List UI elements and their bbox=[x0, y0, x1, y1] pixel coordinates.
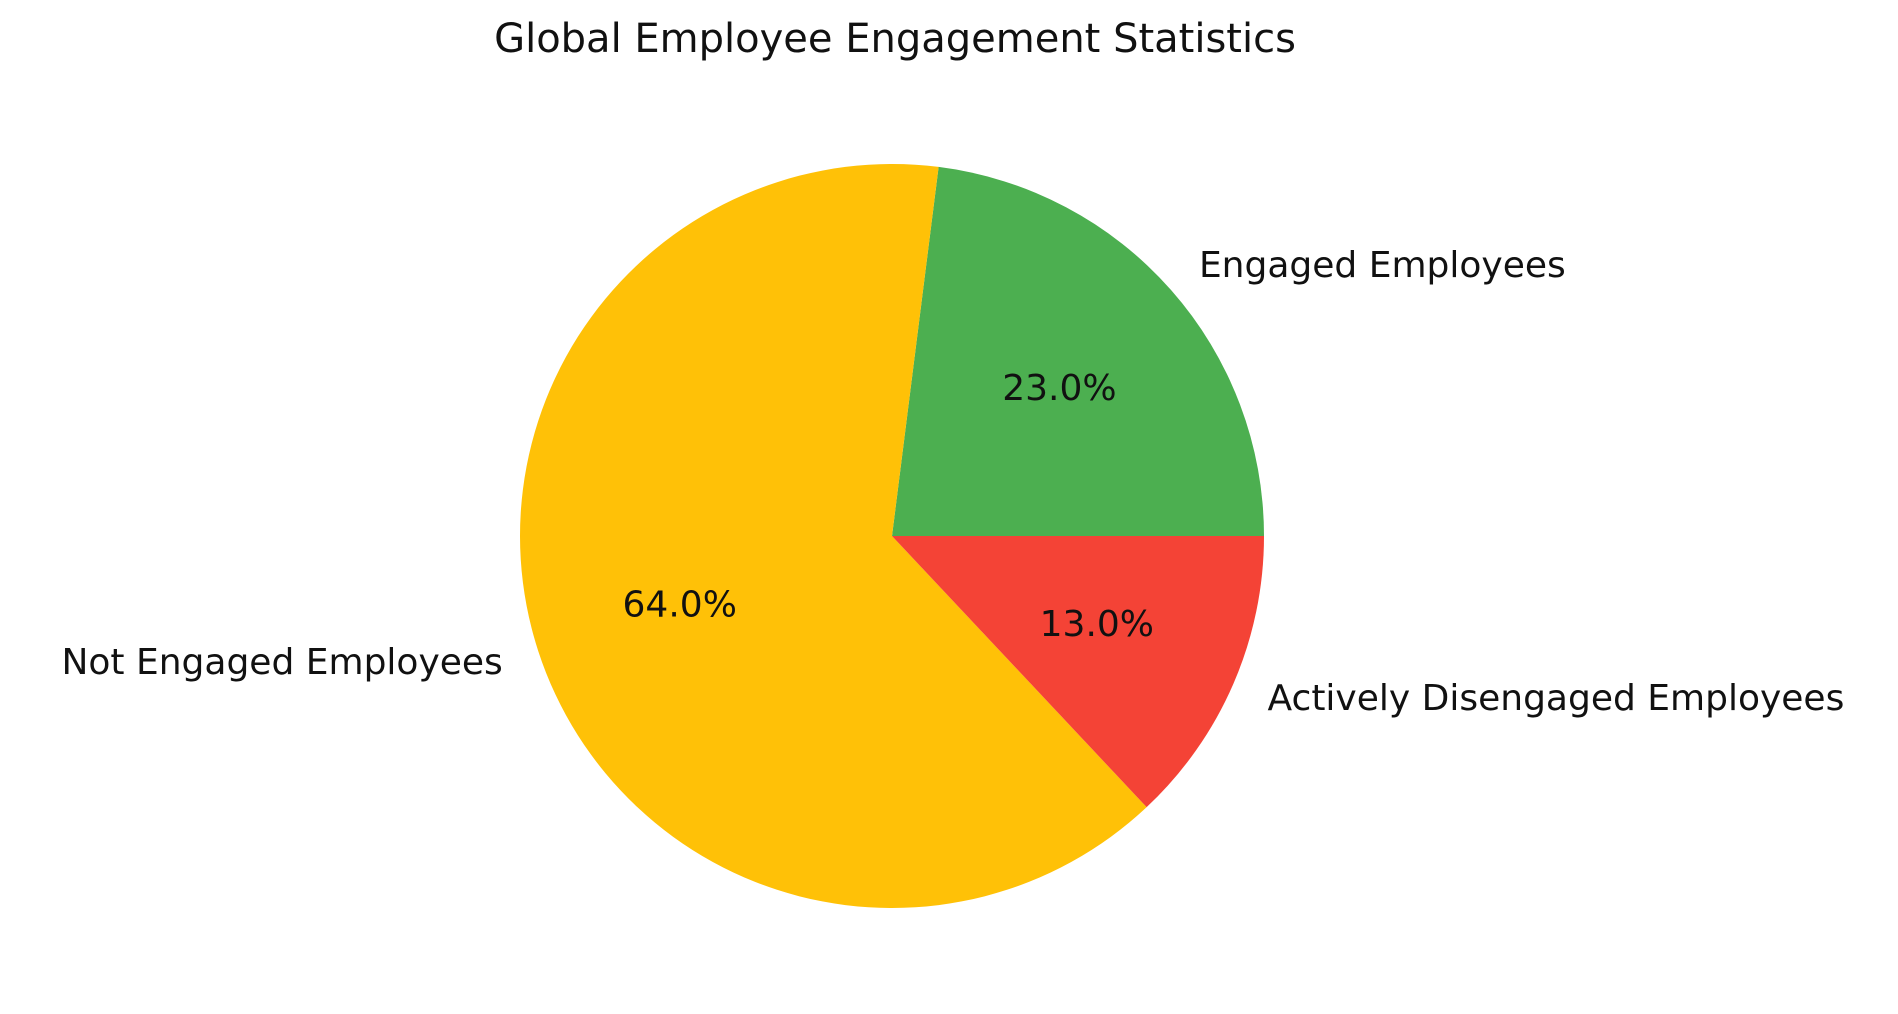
slice-label-2: Actively Disengaged Employees bbox=[1268, 678, 1845, 719]
pie-slice-1 bbox=[520, 164, 1147, 909]
slice-percent-2: 13.0% bbox=[1040, 604, 1154, 645]
slice-percent-0: 23.0% bbox=[1002, 368, 1116, 409]
pie-labels: Engaged Employees 23.0% Not Engaged Employ… bbox=[61, 245, 1844, 719]
slice-label-0: Engaged Employees bbox=[1199, 245, 1566, 286]
pie-slice-2 bbox=[892, 536, 1264, 808]
chart-title: Global Employee Engagement Statistics bbox=[494, 16, 1296, 62]
pie-slice-0 bbox=[892, 166, 1264, 536]
pie-slices bbox=[520, 164, 1264, 909]
slice-percent-1: 64.0% bbox=[623, 584, 737, 625]
slice-label-1: Not Engaged Employees bbox=[61, 642, 502, 683]
